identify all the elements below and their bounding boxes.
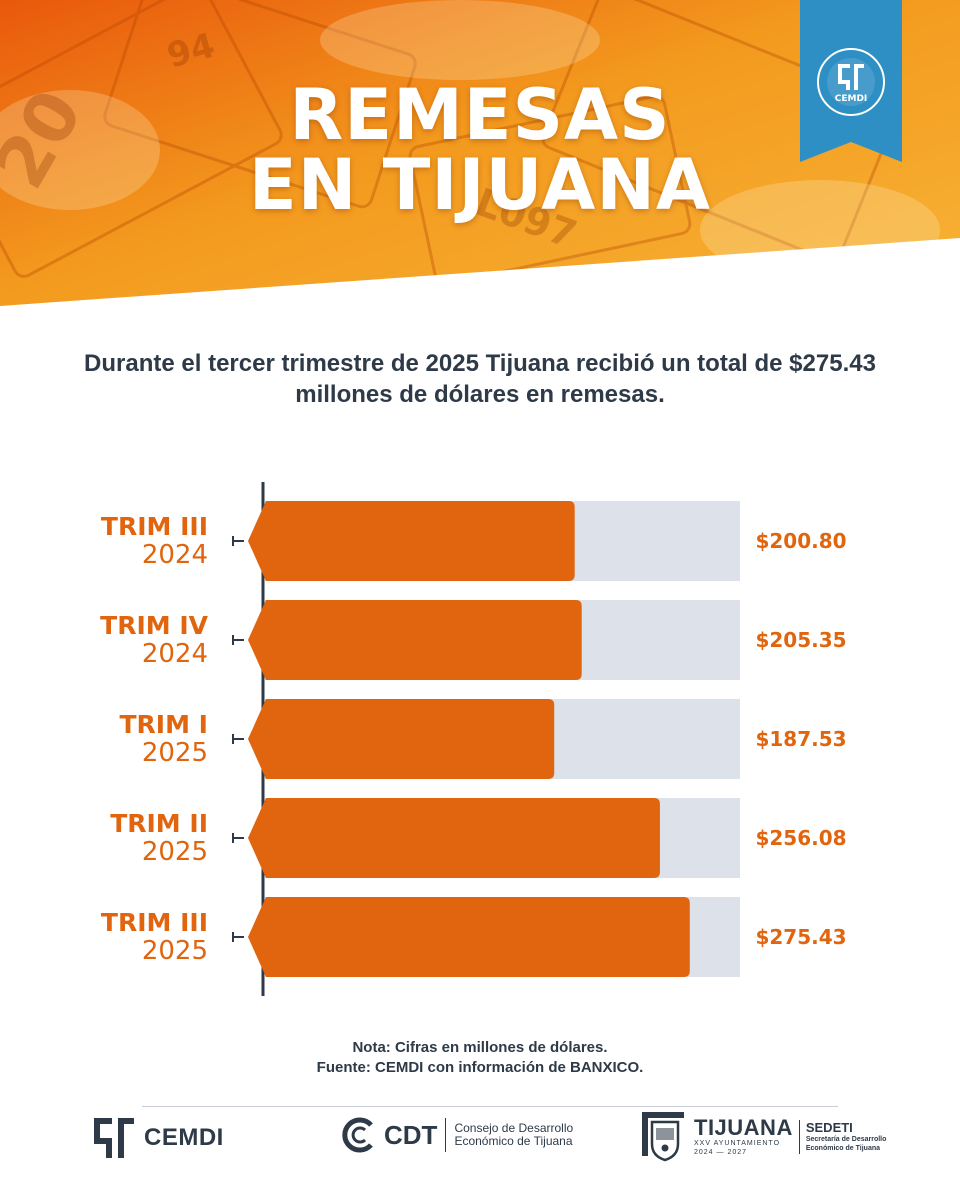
value-label: $187.53: [755, 727, 846, 751]
intro-text: Durante el tercer trimestre de 2025 Tiju…: [84, 350, 876, 408]
bar: [248, 600, 582, 680]
cdt-logo-text: CDT: [384, 1119, 438, 1150]
page-title-line-2: EN TIJUANA: [248, 144, 712, 226]
category-label-period: TRIM III: [101, 512, 208, 541]
cdt-description-line-1: Consejo de Desarrollo: [454, 1121, 574, 1135]
category-label-year: 2025: [142, 837, 208, 867]
tijuana-separator: [798, 1120, 800, 1154]
bar: [248, 798, 660, 878]
cemdi-logo-text: CEMDI: [144, 1124, 224, 1151]
cemdi-logo-icon: [94, 1118, 134, 1158]
category-label-period: TRIM IV: [100, 611, 208, 640]
bar: [248, 699, 555, 779]
cdt-description: Consejo de Desarrollo Económico de Tijua…: [454, 1122, 573, 1148]
note-source: Fuente: CEMDI con información de BANXICO…: [316, 1059, 644, 1076]
cdt-separator: [445, 1118, 447, 1152]
bar: [248, 501, 575, 581]
header-banner: 20 L097 94 REMESAS EN TIJUANA CEMDI: [0, 0, 960, 320]
tijuana-sedeti-logo: TIJUANA XXV AYUNTAMIENTO 2024 — 2027 SED…: [638, 1110, 886, 1164]
category-label-year: 2025: [142, 738, 208, 768]
category-label-period: TRIM III: [101, 908, 208, 937]
tijuana-shield-icon: [642, 1112, 684, 1162]
value-label: $256.08: [755, 826, 846, 850]
sedeti-text-block: SEDETI Secretaría de Desarrollo Económic…: [806, 1121, 887, 1153]
cemdi-logo: CEMDI: [94, 1118, 224, 1158]
category-label-year: 2024: [142, 639, 208, 669]
badge-name: CEMDI: [835, 94, 868, 104]
cdt-logo-icon: [342, 1117, 373, 1153]
tijuana-text-block: TIJUANA XXV AYUNTAMIENTO 2024 — 2027: [694, 1117, 793, 1157]
sedeti-description-line-1: Secretaría de Desarrollo: [805, 1136, 887, 1143]
tijuana-logo-text: TIJUANA: [694, 1115, 793, 1140]
cemdi-mark-icon: [838, 64, 864, 90]
cemdi-badge: CEMDI: [800, 0, 902, 162]
tijuana-years: 2024 — 2027: [694, 1149, 748, 1156]
cdt-description-line-2: Económico de Tijuana: [454, 1134, 573, 1148]
value-label: $200.80: [755, 529, 846, 553]
category-label-year: 2025: [142, 936, 208, 966]
page-title-line-1: REMESAS: [289, 74, 671, 156]
tijuana-ayuntamiento: XXV AYUNTAMIENTO: [694, 1140, 781, 1147]
cdt-logo: CDT Consejo de Desarrollo Económico de T…: [340, 1116, 573, 1154]
sedeti-description-line-2: Económico de Tijuana: [805, 1145, 881, 1152]
value-label: $205.35: [755, 628, 846, 652]
category-label-year: 2024: [142, 540, 208, 570]
category-label-period: TRIM I: [120, 710, 209, 739]
footer-divider: [142, 1106, 838, 1107]
sedeti-logo-text: SEDETI: [805, 1120, 853, 1135]
note-units: Nota: Cifras en millones de dólares.: [352, 1039, 608, 1056]
value-label: $275.43: [755, 925, 846, 949]
bar: [248, 897, 690, 977]
category-label-period: TRIM II: [110, 809, 208, 838]
